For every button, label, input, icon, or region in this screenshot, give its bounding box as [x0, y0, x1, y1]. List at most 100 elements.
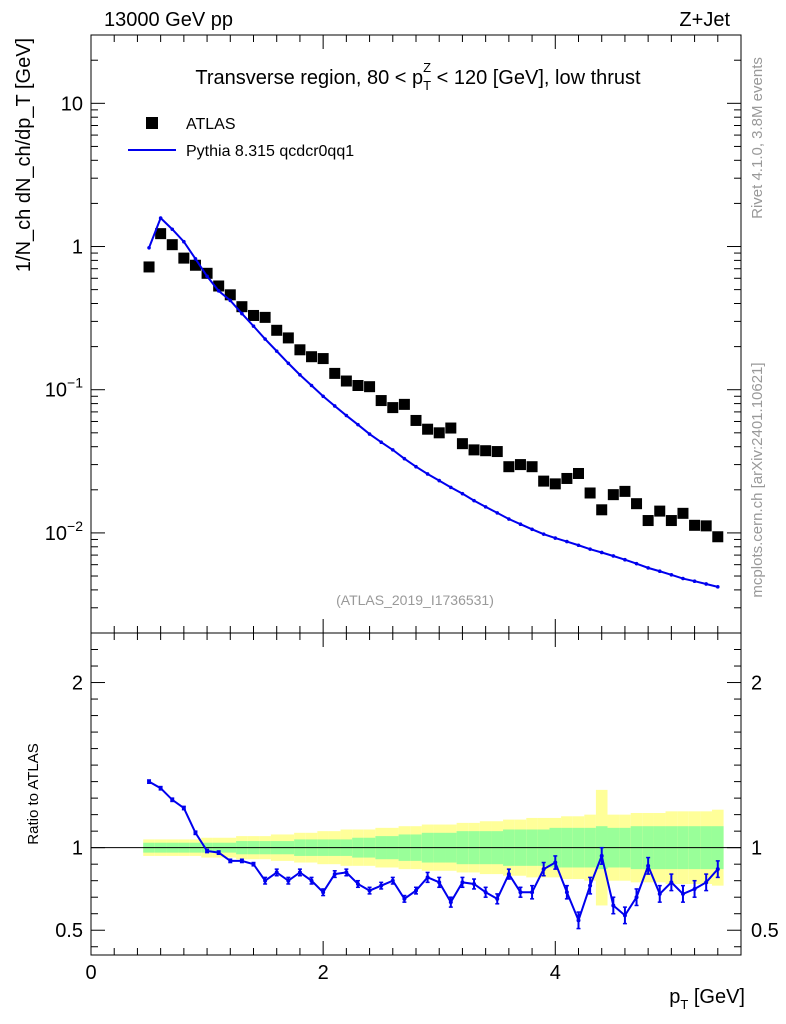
mc-point: [495, 511, 500, 515]
atlas-marker: [561, 472, 573, 484]
x-tick-label: 4: [550, 962, 561, 984]
atlas-marker: [619, 485, 631, 497]
ratio-point: [181, 806, 186, 811]
atlas-marker: [607, 489, 619, 501]
ratio-point: [297, 870, 302, 875]
mc-point: [193, 257, 198, 261]
mc-point: [576, 543, 581, 548]
atlas-marker: [271, 324, 283, 336]
atlas-marker: [317, 353, 329, 365]
xlabel-sub: T: [680, 997, 688, 1012]
ratio-point: [414, 888, 418, 893]
ratio-y-tick-label: 0.5: [55, 920, 83, 942]
mc-point: [321, 394, 325, 399]
ratio-point: [634, 895, 639, 900]
atlas-marker: [143, 261, 155, 273]
mc-point: [692, 579, 697, 584]
atlas-marker: [689, 519, 701, 531]
mc-point: [449, 485, 453, 490]
mc-point: [379, 440, 383, 445]
atlas-marker: [306, 351, 318, 363]
ratio-data-marks: [147, 779, 720, 930]
ratio-point: [205, 848, 210, 853]
ratio-point: [715, 867, 720, 872]
mc-point: [460, 491, 465, 496]
mc-point: [715, 585, 720, 589]
energy-label: 13000 GeV pp: [104, 9, 233, 31]
ratio-point: [332, 872, 337, 877]
ratio-point: [239, 858, 244, 863]
ratio-point: [286, 878, 291, 883]
ratio-point: [355, 881, 360, 886]
atlas-marker: [201, 267, 213, 279]
atlas-marker: [387, 402, 399, 414]
ratio-y-tick-label: 1: [72, 838, 83, 860]
atlas-marker: [596, 504, 608, 516]
ratio-point: [506, 872, 511, 877]
atlas-marker: [329, 367, 341, 379]
atlas-marker: [422, 423, 434, 435]
ratio-y-tick-label: 2: [72, 673, 83, 695]
ratio-point: [576, 918, 581, 923]
atlas-marker: [224, 289, 236, 301]
mc-point: [518, 522, 523, 527]
mc-point: [553, 536, 558, 540]
legend-atlas-marker: [146, 117, 158, 129]
ratio-point: [379, 883, 384, 888]
mc-point: [611, 554, 616, 558]
mc-point: [228, 298, 233, 303]
atlas-marker: [480, 445, 492, 457]
mc-line: [148, 216, 719, 588]
main-y-tick-label: 10−2: [45, 518, 83, 545]
atlas-marker: [538, 475, 550, 487]
tick-base: 10: [45, 380, 67, 402]
ratio-point: [472, 881, 477, 886]
atlas-marker: [503, 461, 515, 473]
ratio-point: [321, 890, 326, 895]
ratio-point: [530, 890, 535, 895]
mc-point: [251, 324, 256, 328]
ratio-point: [611, 903, 616, 908]
ratio-point: [599, 853, 604, 858]
atlas-marker: [398, 398, 410, 410]
atlas-marker: [364, 381, 376, 393]
ratio-point: [657, 891, 662, 896]
mc-point: [332, 404, 337, 408]
ratio-point: [170, 797, 175, 802]
atlas-marker: [631, 498, 643, 510]
xlabel: pT [GeV]: [669, 986, 745, 1012]
mc-point: [588, 547, 592, 551]
atlas-marker: [654, 505, 666, 517]
ratio-point: [158, 786, 163, 791]
ratio-point: [147, 779, 152, 784]
atlas-marker: [665, 515, 677, 527]
atlas-marker: [642, 515, 654, 527]
ratio-point: [588, 883, 593, 888]
atlas-marker: [456, 438, 468, 450]
mc-point: [541, 532, 546, 536]
ratio-point: [193, 830, 198, 835]
tick-exponent: −1: [67, 375, 83, 391]
mc-point: [309, 383, 314, 388]
main-y-tick-label: 10−1: [45, 375, 83, 402]
ratio-point: [622, 913, 627, 918]
mc-point: [216, 289, 221, 293]
ratio-y-tick-label-right: 0.5: [751, 920, 779, 942]
analysis-watermark: (ATLAS_2019_I1736531): [336, 592, 494, 608]
atlas-marker: [433, 427, 445, 439]
rivet-version-label: Rivet 4.1.0, 3.8M events: [749, 57, 766, 219]
x-tick-label: 2: [318, 962, 329, 984]
title-pre: Transverse region, 80 < p: [195, 67, 423, 89]
mc-point: [530, 527, 534, 532]
mc-point: [507, 517, 511, 521]
ratio-point: [692, 886, 697, 891]
atlas-marker: [445, 422, 457, 434]
mc-point: [437, 478, 442, 483]
ratio-line: [148, 780, 719, 924]
ratio-point: [367, 888, 372, 893]
mc-point: [356, 422, 360, 427]
atlas-marker: [549, 478, 561, 490]
mc-point: [402, 456, 407, 461]
atlas-marker: [410, 414, 422, 426]
